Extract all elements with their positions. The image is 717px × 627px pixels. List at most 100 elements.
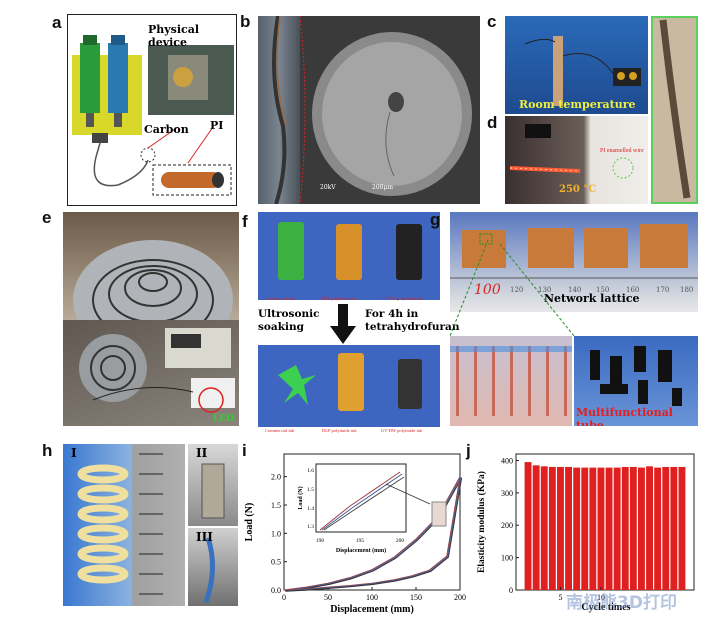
zoom-arrow xyxy=(385,483,431,505)
extruder-diagram xyxy=(72,35,234,196)
panel-f-letter: f xyxy=(242,212,248,231)
j-bar xyxy=(670,466,678,590)
i-series-line xyxy=(285,477,463,592)
j-ytick-label: 400 xyxy=(501,456,513,465)
i-xtick-label: 150 xyxy=(410,593,422,602)
panel-c-photo: Room temperature xyxy=(505,16,648,114)
panel-g-tube-photo: Multifunctional tube xyxy=(574,336,698,426)
i-xtick-label: 50 xyxy=(324,593,332,602)
i-ytick-label: 1.0 xyxy=(271,529,281,538)
j-xtick-label: 10 xyxy=(597,593,605,602)
soak-left-label: Ultrosonic soaking xyxy=(258,308,320,333)
j-ytick-label: 200 xyxy=(501,521,513,530)
physical-device-label: Physical device xyxy=(148,23,200,49)
j-bar xyxy=(573,467,581,590)
i-ytick-label: 0.5 xyxy=(271,558,281,567)
f-bottom-label-1: Commercial ink xyxy=(265,428,295,433)
panel-h-iii-photo: III xyxy=(188,528,238,606)
j-bar xyxy=(597,467,605,590)
carbon-label: Carbon xyxy=(144,123,189,136)
elasticity-modulus-chart: 0 100 200 300 400 5 10 Cycle times Elasticity… xyxy=(476,453,695,613)
roman-ii: II xyxy=(196,446,208,460)
ruler-170: 170 xyxy=(656,286,670,294)
i-series-line xyxy=(283,476,461,591)
inset-curve-3 xyxy=(323,476,405,531)
i-ytick-label: 2.0 xyxy=(271,473,281,482)
ruler-180: 180 xyxy=(680,286,694,294)
panel-g-letter: g xyxy=(430,210,441,229)
i-series-line xyxy=(283,476,461,591)
ruler-140: 140 xyxy=(568,286,582,294)
i-ylabel: Load (N) xyxy=(244,503,255,542)
inset-xtick-3: 200 xyxy=(396,538,405,544)
sem-info: 20kV xyxy=(320,184,336,191)
j-bar xyxy=(638,467,645,590)
panel-e-letter: e xyxy=(42,208,52,227)
i-series-line xyxy=(284,477,462,592)
j-bar xyxy=(557,466,564,590)
i-series-line xyxy=(284,477,462,592)
j-ytick-label: 100 xyxy=(501,554,513,563)
j-bar xyxy=(532,465,540,590)
inset-xtick-2: 195 xyxy=(356,538,365,544)
panel-e-spiral-photo xyxy=(63,212,239,320)
j-bar xyxy=(548,466,556,590)
panel-e-led-photo: LED xyxy=(63,320,239,426)
j-ylabel: Elasticity modulus (KPa) xyxy=(476,471,487,573)
j-bar xyxy=(621,466,629,590)
i-xtick-label: 0 xyxy=(282,593,286,602)
multifunctional-tube-label: Multifunctional tube xyxy=(576,406,673,426)
j-bar xyxy=(581,467,589,590)
panel-b-wire-photo xyxy=(258,16,300,204)
network-lattice-label: Network lattice xyxy=(544,292,640,305)
inset-ytick-2: 1.4 xyxy=(307,506,314,512)
j-bar xyxy=(678,466,686,590)
panel-g-zoom-photo xyxy=(450,336,572,426)
watermark: 南极熊3D打印 xyxy=(566,593,677,613)
inset-ytick-1: 1.3 xyxy=(307,524,314,530)
ruler-100: 100 xyxy=(474,282,501,298)
j-ytick-label: 0 xyxy=(509,586,513,595)
panel-h-spring-photo: I xyxy=(63,444,185,606)
ruler-150: 150 xyxy=(596,286,610,294)
panel-g-lattice-photo: 100 120 130 140 150 160 170 180 Network … xyxy=(450,212,698,312)
f-bottom-label-2: DLP polyimide ink xyxy=(322,428,357,433)
j-bar xyxy=(613,467,621,590)
roman-i: I xyxy=(71,446,77,460)
j-bar xyxy=(629,466,637,590)
temp-label: 250 °C xyxy=(559,184,597,195)
panel-d-letter: d xyxy=(487,113,498,132)
j-bar xyxy=(605,467,613,590)
panel-c-rod-photo xyxy=(651,16,698,204)
panel-h-ii-photo: II xyxy=(188,444,238,526)
f-bottom-label-3: UV-DW polyimide ink xyxy=(381,428,423,433)
j-bar xyxy=(589,467,597,590)
inset-ylabel: Load (N) xyxy=(297,486,304,509)
led-label: LED xyxy=(213,414,234,424)
panel-i-letter: i xyxy=(242,441,247,460)
j-ytick-label: 300 xyxy=(501,489,513,498)
j-bar xyxy=(565,466,572,590)
inset-ytick-3: 1.5 xyxy=(307,487,314,493)
panel-j-letter: j xyxy=(466,441,471,460)
i-xtick-label: 200 xyxy=(454,593,466,602)
ruler-130: 130 xyxy=(538,286,552,294)
j-bar xyxy=(524,462,532,590)
panel-j-chart: 0 100 200 300 400 5 10 Cycle times Elasticity… xyxy=(470,444,700,614)
panel-b-sem-image: 20kV 200μm xyxy=(300,16,480,204)
panel-b-letter: b xyxy=(240,12,251,31)
panel-h-letter: h xyxy=(42,441,53,460)
panel-f-top-photos xyxy=(258,212,440,300)
panel-a: a Physical device Carbon PI xyxy=(52,13,237,206)
i-ytick-label: 0.0 xyxy=(271,586,281,595)
panel-i-chart: 0.0 0.5 1.0 1.5 2.0 0 50 100 150 200 Displacemen… xyxy=(240,444,470,615)
zoom-lines xyxy=(450,240,575,337)
sem-scale: 200μm xyxy=(372,184,394,191)
panel-f-bottom-photos xyxy=(258,345,440,427)
ruler-120: 120 xyxy=(510,286,524,294)
f-top-label-3: UV-DW polyimide ink xyxy=(381,296,423,301)
zoom-box xyxy=(431,501,447,527)
panel-d-photo: 250 °C PI enamelled wire xyxy=(505,116,648,204)
inset-curve-2 xyxy=(321,473,403,531)
panel-a-letter: a xyxy=(52,13,62,32)
